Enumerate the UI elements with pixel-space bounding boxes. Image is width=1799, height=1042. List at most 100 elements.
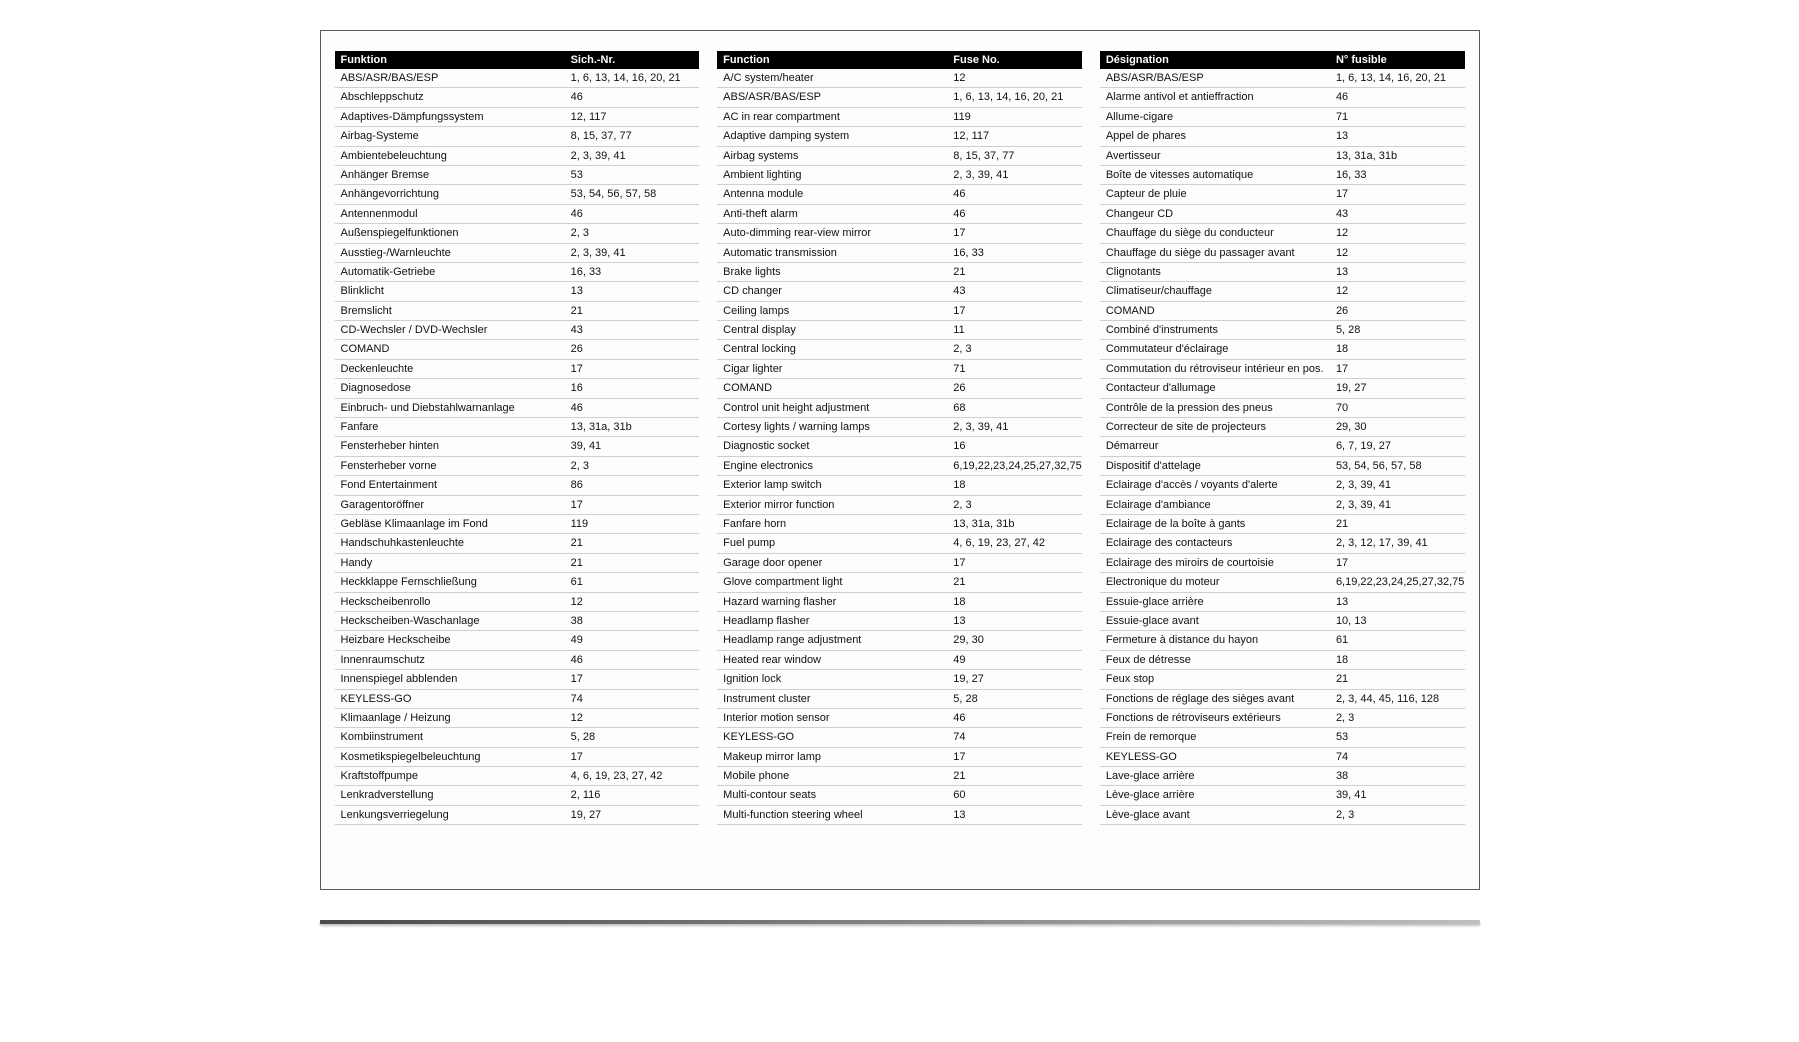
function-name: Heckscheibenrollo [335,593,567,611]
function-name: Brake lights [717,263,949,281]
function-name: Chauffage du siège du passager avant [1100,244,1332,262]
fuse-numbers: 16 [949,437,1082,455]
table-row: Brake lights21 [717,263,1082,282]
fuse-numbers: 5, 28 [567,728,700,746]
table-row: KEYLESS-GO74 [335,690,700,709]
fuse-numbers: 26 [567,340,700,358]
table-row: Handy21 [335,554,700,573]
table-row: Commutation du rétroviseur intérieur en … [1100,360,1465,379]
function-name: Cigar lighter [717,360,949,378]
fuse-numbers: 61 [567,573,700,591]
function-name: Ceiling lamps [717,302,949,320]
fuse-numbers: 17 [1332,360,1465,378]
function-name: CD changer [717,282,949,300]
fuse-numbers: 17 [567,670,700,688]
table-row: ABS/ASR/BAS/ESP1, 6, 13, 14, 16, 20, 21 [1100,69,1465,88]
table-row: Gebläse Klimaanlage im Fond119 [335,515,700,534]
function-name: Chauffage du siège du conducteur [1100,224,1332,242]
fuse-numbers: 46 [949,205,1082,223]
function-name: Fanfare [335,418,567,436]
table-row: Essuie-glace arrière13 [1100,593,1465,612]
table-row: Correcteur de site de projecteurs29, 30 [1100,418,1465,437]
table-row: Dispositif d'attelage53, 54, 56, 57, 58 [1100,457,1465,476]
fuse-numbers: 26 [949,379,1082,397]
table-row: COMAND26 [1100,302,1465,321]
fuse-numbers: 2, 3 [949,496,1082,514]
table-row: Kraftstoffpumpe4, 6, 19, 23, 27, 42 [335,767,700,786]
table-row: Combiné d'instruments5, 28 [1100,321,1465,340]
fuse-numbers: 21 [1332,515,1465,533]
table-row: Fensterheber vorne2, 3 [335,457,700,476]
fuse-numbers: 71 [1332,108,1465,126]
function-name: Fond Entertainment [335,476,567,494]
function-name: Automatic transmission [717,244,949,262]
fuse-numbers: 18 [1332,340,1465,358]
table-row: Chauffage du siège du conducteur12 [1100,224,1465,243]
function-name: Anti-theft alarm [717,205,949,223]
fuse-numbers: 12 [567,709,700,727]
fuse-numbers: 74 [949,728,1082,746]
table-row: Feux de détresse18 [1100,651,1465,670]
column-fr: DésignationN° fusibleABS/ASR/BAS/ESP1, 6… [1100,51,1465,875]
function-name: Lève-glace avant [1100,806,1332,824]
fuse-numbers: 4, 6, 19, 23, 27, 42 [949,534,1082,552]
fuse-numbers: 43 [567,321,700,339]
function-name: Airbag systems [717,147,949,165]
function-name: Exterior lamp switch [717,476,949,494]
fuse-numbers: 21 [949,263,1082,281]
fuse-numbers: 53, 54, 56, 57, 58 [1332,457,1465,475]
function-name: Lève-glace arrière [1100,786,1332,804]
function-name: Diagnosedose [335,379,567,397]
table-row: Innenspiegel abblenden17 [335,670,700,689]
fuse-numbers: 13 [949,612,1082,630]
fuse-numbers: 29, 30 [949,631,1082,649]
function-name: Changeur CD [1100,205,1332,223]
fuse-numbers: 5, 28 [1332,321,1465,339]
fuse-numbers: 60 [949,786,1082,804]
function-name: Auto-dimming rear-view mirror [717,224,949,242]
function-name: Capteur de pluie [1100,185,1332,203]
table-row: Fond Entertainment86 [335,476,700,495]
fuse-numbers: 12 [1332,244,1465,262]
table-row: Fensterheber hinten39, 41 [335,437,700,456]
table-row: Klimaanlage / Heizung12 [335,709,700,728]
table-row: COMAND26 [335,340,700,359]
table-row: Abschleppschutz46 [335,88,700,107]
function-name: Fonctions de réglage des sièges avant [1100,690,1332,708]
table-row: Fonctions de réglage des sièges avant2, … [1100,690,1465,709]
fuse-numbers: 61 [1332,631,1465,649]
table-row: Lève-glace avant2, 3 [1100,806,1465,825]
fuse-numbers: 2, 3, 39, 41 [1332,476,1465,494]
fuse-numbers: 68 [949,399,1082,417]
table-row: Lenkradverstellung2, 116 [335,786,700,805]
table-row: Heckklappe Fernschließung61 [335,573,700,592]
function-name: Lenkungsverriegelung [335,806,567,824]
function-name: Ambientebeleuchtung [335,147,567,165]
function-name: Bremslicht [335,302,567,320]
function-name: Démarreur [1100,437,1332,455]
function-name: Glove compartment light [717,573,949,591]
table-row: Hazard warning flasher18 [717,593,1082,612]
fuse-numbers: 43 [1332,205,1465,223]
fuse-numbers: 74 [1332,748,1465,766]
function-name: Eclairage d'accès / voyants d'alerte [1100,476,1332,494]
fuse-numbers: 53, 54, 56, 57, 58 [567,185,700,203]
table-row: Anhänger Bremse53 [335,166,700,185]
fuse-numbers: 2, 3, 44, 45, 116, 128 [1332,690,1465,708]
table-row: Lave-glace arrière38 [1100,767,1465,786]
table-row: KEYLESS-GO74 [1100,748,1465,767]
fuse-numbers: 12 [1332,282,1465,300]
fuse-numbers: 2, 116 [567,786,700,804]
table-row: ABS/ASR/BAS/ESP1, 6, 13, 14, 16, 20, 21 [717,88,1082,107]
function-name: ABS/ASR/BAS/ESP [335,69,567,87]
function-name: Appel de phares [1100,127,1332,145]
table-row: Anhängevorrichtung53, 54, 56, 57, 58 [335,185,700,204]
function-name: Adaptive damping system [717,127,949,145]
function-name: Antennenmodul [335,205,567,223]
table-row: Eclairage des contacteurs2, 3, 12, 17, 3… [1100,534,1465,553]
table-row: Bremslicht21 [335,302,700,321]
fuse-numbers: 17 [949,554,1082,572]
rows-container: ABS/ASR/BAS/ESP1, 6, 13, 14, 16, 20, 21 A… [1100,69,1465,875]
table-row: Makeup mirror lamp17 [717,748,1082,767]
function-name: Clignotants [1100,263,1332,281]
